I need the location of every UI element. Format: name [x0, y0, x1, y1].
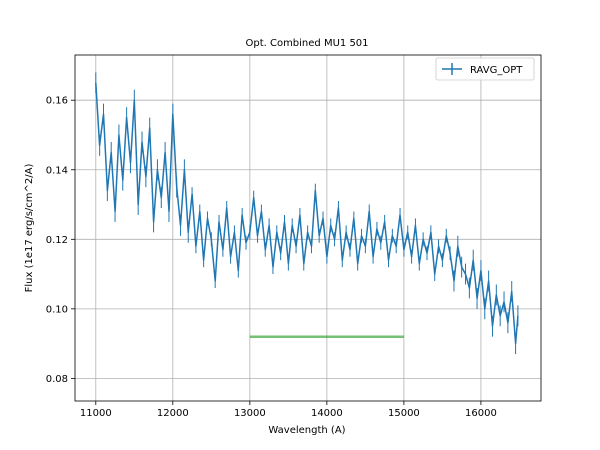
y-axis-label: Flux (1e17 erg/s/cm^2/A) — [24, 164, 35, 293]
x-tick-label: 15000 — [388, 408, 420, 419]
x-axis-label: Wavelength (A) — [268, 425, 345, 436]
legend-box — [435, 57, 535, 81]
y-tick-label: 0.16 — [46, 96, 68, 107]
y-tick-label: 0.08 — [46, 374, 68, 385]
x-tick-label: 16000 — [465, 408, 497, 419]
y-tick-label: 0.12 — [46, 235, 68, 246]
y-tick-label: 0.10 — [46, 304, 68, 315]
series-line — [95, 82, 519, 345]
x-tick-label: 13000 — [234, 408, 266, 419]
y-tick-label: 0.14 — [46, 165, 68, 176]
x-tick-label: 11000 — [80, 408, 112, 419]
x-tick-label: 12000 — [157, 408, 189, 419]
legend-label-ravg-opt: RAVG_OPT — [470, 65, 523, 76]
series-layer — [95, 72, 519, 355]
legend: RAVG_OPT — [435, 57, 535, 81]
axes-frame — [74, 54, 542, 402]
chart-title: Opt. Combined MU1 501 — [245, 38, 368, 49]
x-tick-label: 14000 — [311, 408, 343, 419]
y-axis-ticks: 0.08 0.10 0.12 0.14 0.16 — [46, 96, 75, 385]
x-axis-ticks: 11000 12000 13000 14000 15000 16000 — [80, 401, 497, 419]
series-ravg-opt — [95, 72, 519, 355]
